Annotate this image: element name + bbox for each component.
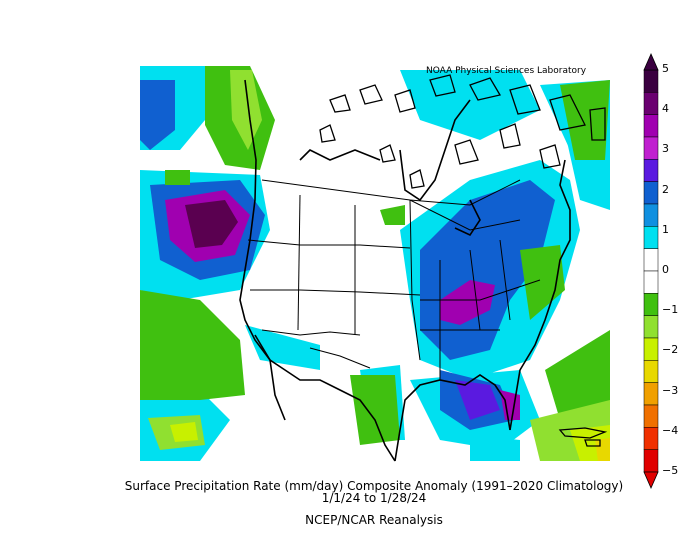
colorbar-swatch (643, 248, 659, 272)
colorbar-swatch (643, 226, 659, 249)
colorbar-top-arrow (643, 53, 659, 71)
colorbar-swatch (643, 203, 659, 227)
political-boundaries (247, 179, 541, 380)
arctic-islands (319, 74, 608, 447)
colorbar-swatch (643, 92, 659, 115)
colorbar-swatch (643, 159, 659, 182)
colorbar-swatch (643, 382, 659, 406)
colorbar-tick-label: 3 (662, 142, 669, 156)
colorbar-tick-label: 0 (662, 263, 669, 276)
colorbar-swatch (643, 114, 659, 138)
data-source: NCEP/NCAR Reanalysis (305, 513, 443, 527)
colorbar-tick-label: 5 (662, 62, 669, 75)
colorbar-swatch (643, 293, 659, 316)
colorbar-swatches (643, 69, 659, 473)
date-range: 1/1/24 to 1/28/24 (321, 491, 427, 505)
colorbar-swatch (643, 270, 659, 294)
colorbar-tick-label: 2 (662, 182, 669, 196)
colorbar-swatch (643, 181, 659, 205)
colorbar-bottom-arrow (643, 471, 659, 489)
colorbar-tick-label: −5 (662, 464, 679, 477)
colorbar-tick-label: −4 (662, 423, 679, 437)
colorbar-tick-label: −3 (662, 383, 679, 397)
colorbar-tick-label: 1 (662, 222, 669, 236)
colorbar-swatch (643, 136, 659, 160)
colorbar (643, 53, 659, 489)
colorbar-tick-label: −2 (662, 343, 679, 357)
colorbar-swatch (643, 427, 659, 450)
dry-shading (140, 66, 610, 445)
coastlines (239, 79, 571, 462)
colorbar-tick-label: 4 (662, 102, 669, 116)
colorbar-swatch (643, 360, 659, 383)
credit-label: NOAA Physical Sciences Laboratory (426, 66, 587, 76)
colorbar-swatch (643, 404, 659, 428)
colorbar-swatch (643, 337, 659, 361)
colorbar-tick-label: −1 (662, 303, 679, 317)
map-title: Surface Precipitation Rate (mm/day) Comp… (124, 479, 624, 493)
colorbar-swatch (643, 69, 659, 93)
wet-strong-shading (165, 190, 520, 420)
colorbar-swatch (643, 449, 659, 473)
colorbar-swatch (643, 315, 659, 339)
